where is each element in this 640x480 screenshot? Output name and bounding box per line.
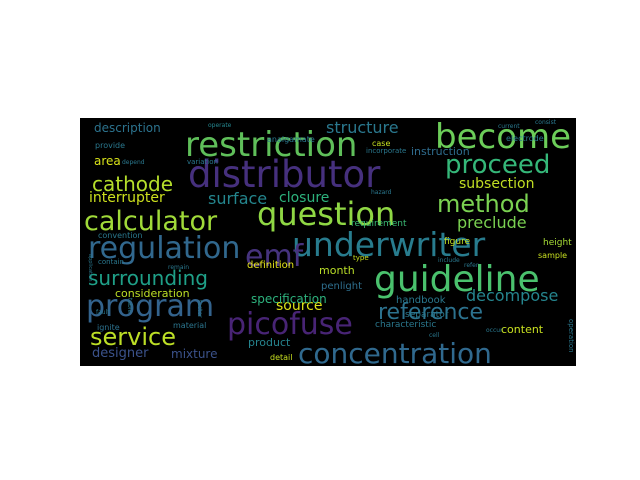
word-case: case [372, 139, 391, 148]
word-regulation: regulation [88, 231, 241, 266]
word-requirement: requirement [351, 219, 407, 229]
word-restriction: restriction [185, 125, 358, 165]
word-guideline: guideline [374, 259, 540, 300]
word-picofuse: picofuse [227, 307, 353, 342]
word-question: question [257, 195, 396, 233]
word-surface: surface [208, 189, 268, 208]
word-subsection: subsection [459, 176, 535, 192]
word-ignite: ignite [97, 323, 120, 332]
word-handbook: handbook [396, 295, 446, 306]
word-remain: remain [168, 264, 190, 271]
word-concentration: concentration [298, 337, 492, 367]
word-structure: structure [326, 118, 399, 137]
word-definition: definition [247, 260, 295, 271]
word-calculator: calculator [84, 206, 218, 237]
word-refer: refer [464, 262, 479, 269]
word-content: content [501, 323, 544, 336]
word-include: include [438, 257, 460, 264]
word-product: product [248, 336, 291, 349]
word-cell: cell [429, 332, 440, 339]
word-figure: figure [444, 237, 471, 247]
word-distributor: distributor [188, 153, 381, 196]
word-program: program [86, 289, 215, 324]
word-sample: sample [538, 251, 568, 260]
word-proceed: proceed [445, 150, 551, 180]
word-table: table [126, 298, 133, 314]
word-designer: designer [92, 346, 149, 361]
word-detail: detail [270, 353, 293, 362]
word-surrounding: surrounding [88, 266, 208, 290]
word-provide: provide [95, 141, 126, 150]
word-month: month [319, 264, 355, 277]
word-depend: depend [122, 159, 145, 166]
word-penlight: penlight [321, 281, 363, 292]
word-operation: operation [567, 319, 575, 353]
word-preclude: preclude [457, 213, 527, 232]
word-material: material [173, 321, 207, 330]
word-interrupter: interrupter [89, 190, 165, 206]
word-variation: variation [187, 158, 218, 166]
word-mixture: mixture [171, 347, 218, 361]
word-contain: contain [98, 258, 124, 266]
word-incorporate: incorporate [366, 147, 407, 155]
word-become: become [435, 118, 572, 157]
word-reference: reference [378, 300, 484, 325]
word-cathode: cathode [92, 172, 174, 196]
word-height: height [543, 238, 572, 248]
word-factor: factor [196, 300, 203, 318]
word-type: type [353, 254, 369, 262]
word-instruction: instruction [411, 145, 470, 158]
word-fault: fault [96, 309, 110, 316]
word-source: source [276, 298, 323, 314]
word-description: description [94, 121, 161, 135]
word-service: service [90, 323, 176, 351]
word-convention: convention [98, 231, 143, 240]
word-application: application [87, 254, 93, 282]
word-cloud: restriction become distributor proceed catho… [80, 118, 576, 366]
word-specification: specification [251, 292, 327, 306]
word-current: current [498, 123, 520, 130]
word-consideration: consideration [115, 287, 190, 300]
word-operate: operate [208, 122, 232, 129]
word-hazard: hazard [371, 189, 392, 196]
word-method: method [437, 190, 530, 218]
word-area: area [94, 154, 121, 168]
word-electrode: electrode [506, 134, 544, 143]
word-consist: consist [535, 119, 557, 126]
word-closure: closure [279, 190, 330, 206]
word-analgamate: analgamate [267, 135, 315, 144]
word-emf: emf [245, 239, 304, 274]
word-occur: occur [486, 327, 503, 334]
word-characteristic: characteristic [375, 320, 437, 330]
word-underwriter: underwriter [292, 225, 486, 264]
word-decompose: decompose [466, 286, 559, 305]
word-separator: separator [405, 310, 449, 320]
